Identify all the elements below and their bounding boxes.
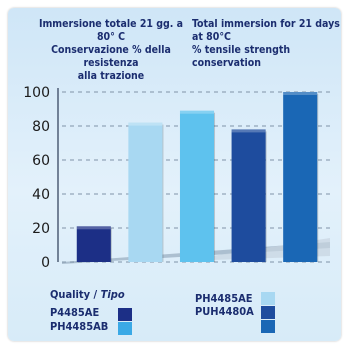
- legend-swatch-puh4480a: [261, 306, 275, 319]
- y-tick-label: 20: [32, 221, 50, 237]
- y-tick-label: 0: [41, 255, 50, 271]
- bar-top-highlight: [76, 226, 111, 230]
- bar: [179, 110, 215, 262]
- title-it-line-2: Conservazione % della resistenza: [51, 44, 171, 69]
- legend-label: PH4485AE: [195, 292, 253, 305]
- bar-top-highlight: [128, 122, 163, 126]
- legend-label: P4485AE: [50, 306, 100, 319]
- bar-top-highlight: [231, 129, 266, 133]
- legend-swatch-p4485ae: [118, 308, 132, 321]
- legend-item-ph4485ab: PH4485AB: [50, 320, 108, 334]
- legend-heading-text: Quality /: [50, 288, 101, 301]
- bar-top-highlight: [283, 92, 318, 95]
- title-english: Total immersion for 21 days at 80°C % te…: [192, 18, 342, 70]
- legend-swatch-ph4485ab: [118, 322, 132, 335]
- bar: [283, 92, 318, 262]
- title-it-line-3: alla trazione: [77, 70, 145, 82]
- y-tick-label: 80: [32, 119, 50, 135]
- legend-heading-italic: Tipo: [100, 288, 125, 301]
- title-italian: Immersione totale 21 gg. a 80° C Conserv…: [30, 18, 192, 83]
- y-tick-label: 60: [32, 153, 50, 169]
- bar: [231, 129, 266, 262]
- bar: [76, 226, 111, 262]
- title-en-line-1: Total immersion for 21 days at 80°C: [192, 18, 340, 43]
- y-tick-label: 40: [32, 187, 50, 203]
- legend-item-puh4480a: PUH4480A: [195, 305, 254, 319]
- legend-item-ph4485ae: PH4485AE: [195, 292, 253, 306]
- legend-label: PUH4480A: [195, 305, 254, 318]
- legend-label: PH4485AB: [50, 320, 109, 333]
- legend-heading: Quality / Tipo: [50, 288, 125, 302]
- bar-top-highlight: [179, 110, 215, 114]
- bar: [128, 122, 163, 262]
- title-it-line-1: Immersione totale 21 gg. a 80° C: [38, 18, 184, 43]
- legend-item-p4485ae: P4485AE: [50, 306, 99, 320]
- legend-swatch-ph4485ae: [261, 292, 275, 305]
- legend-swatch-extra: [261, 320, 275, 333]
- title-en-line-2: % tensile strength conservation: [192, 44, 291, 69]
- y-tick-label: 100: [23, 85, 50, 101]
